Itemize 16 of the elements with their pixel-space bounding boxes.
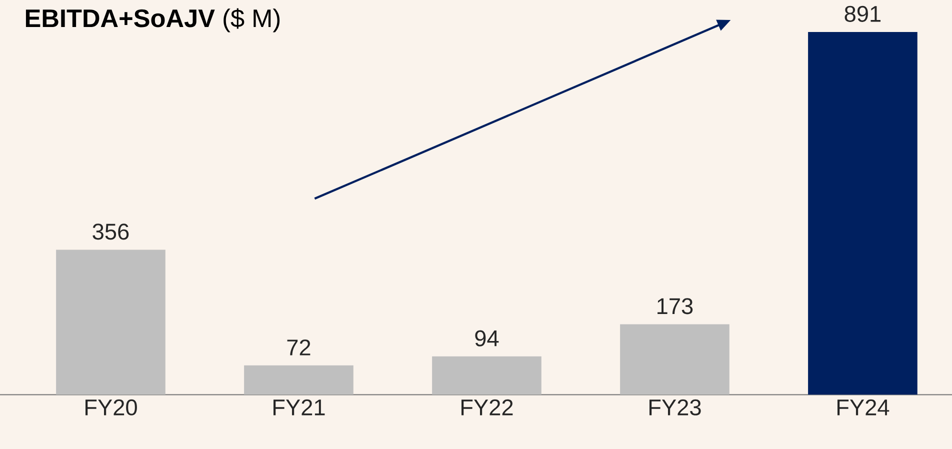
x-tick-label: FY23 [649,399,701,416]
data-label: 94 [475,330,499,346]
bar [56,250,166,395]
chart-title: EBITDA+SoAJV ($ M) [26,8,280,32]
data-label: 173 [658,298,693,314]
x-tick-label: FY24 [837,399,890,416]
x-tick-label: FY21 [274,399,325,416]
data-label: 72 [287,339,310,356]
data-label: 891 [844,6,881,22]
x-tick-label: FY20 [86,399,137,416]
x-tick-label: FY22 [461,399,513,416]
data-label: 356 [92,224,129,240]
bar [244,365,354,395]
bar [432,356,542,395]
bar [808,32,918,395]
bar [620,324,730,395]
